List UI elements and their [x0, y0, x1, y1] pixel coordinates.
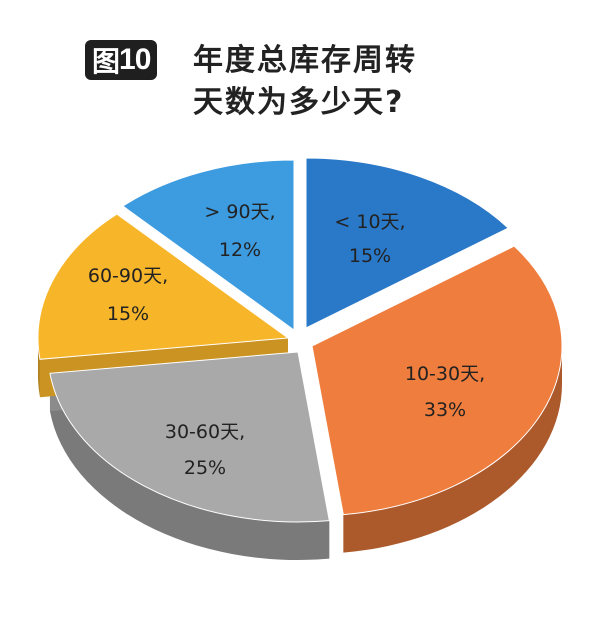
slice-value-label-2: 25% [184, 457, 226, 479]
slice-category-label-1: 10-30天, [405, 363, 485, 385]
slice-category-label-4: > 90天, [204, 201, 275, 223]
chart-title-line2: 天数为多少天? [193, 85, 405, 120]
badge-prefix: 图 [92, 45, 120, 78]
pie-slice-3 [37, 213, 290, 360]
chart-title: 年度总库存周转 天数为多少天? [193, 40, 417, 124]
slice-category-label-2: 30-60天, [165, 421, 245, 443]
pie-slice-4 [121, 159, 295, 331]
slice-value-label-1: 33% [424, 399, 466, 421]
chart-title-line1: 年度总库存周转 [193, 43, 417, 78]
slice-category-label-3: 60-90天, [88, 265, 168, 287]
pie-label-layer: < 10天, 15% 10-30天, 33% 30-60天, 25% 60-90天, 15% >… [88, 201, 485, 479]
slice-value-label-0: 15% [349, 245, 391, 267]
pie-slice-1 [311, 245, 563, 516]
badge-number: 10 [119, 43, 151, 76]
pie-slice-side-2 [49, 373, 330, 560]
pie-slice-0 [305, 157, 510, 329]
pie-slice-2 [49, 351, 330, 523]
pie-slice-side-1 [343, 346, 562, 553]
pie-top-layer [37, 157, 563, 523]
figure-number-badge: 图 10 [85, 40, 158, 80]
slice-value-label-4: 12% [219, 239, 261, 261]
slice-value-label-3: 15% [107, 303, 149, 325]
slice-category-label-0: < 10天, [334, 211, 405, 233]
